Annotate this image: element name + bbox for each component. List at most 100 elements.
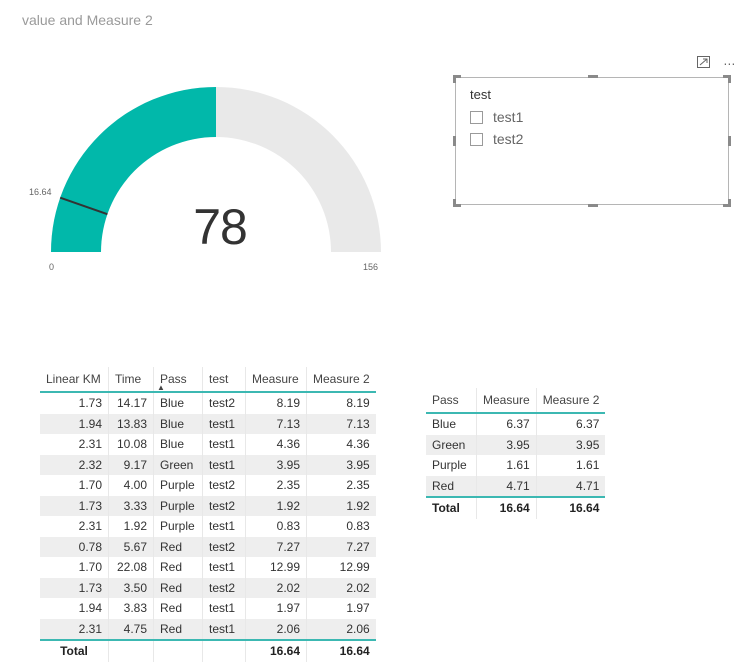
slicer-item-test1[interactable]: test1 bbox=[470, 109, 523, 125]
focus-mode-icon[interactable] bbox=[697, 56, 713, 71]
table-row[interactable]: 2.31 1.92 Purple test1 0.83 0.83 bbox=[40, 516, 376, 537]
table-cell: 2.31 bbox=[40, 618, 109, 640]
resize-handle[interactable] bbox=[453, 136, 456, 146]
summary-table: Pass Measure Measure 2 Blue 6.37 6.37 Green… bbox=[426, 388, 606, 519]
table-header-row: Pass Measure Measure 2 bbox=[426, 388, 606, 414]
column-header-pass[interactable]: Pass ▲ bbox=[153, 367, 203, 393]
table-row[interactable]: Red 4.71 4.71 bbox=[426, 475, 606, 497]
sort-ascending-icon[interactable]: ▲ bbox=[157, 383, 165, 392]
table-cell: Blue bbox=[153, 434, 203, 455]
table-cell: test2 bbox=[202, 495, 246, 516]
resize-handle[interactable] bbox=[588, 204, 598, 207]
total-cell: 16.64 bbox=[476, 496, 537, 519]
resize-handle[interactable] bbox=[728, 136, 731, 146]
table-cell: Red bbox=[153, 577, 203, 598]
resize-handle[interactable] bbox=[453, 75, 461, 78]
table-cell: Green bbox=[153, 454, 203, 475]
table-header-row: Linear KM Time Pass ▲ test Measure Measu… bbox=[40, 367, 376, 393]
table-row[interactable]: 0.78 5.67 Red test2 7.27 7.27 bbox=[40, 536, 376, 557]
table-cell: test1 bbox=[202, 413, 246, 434]
gauge-fill bbox=[51, 87, 216, 252]
table-cell: 1.92 bbox=[108, 516, 154, 537]
table-cell: 2.06 bbox=[306, 618, 376, 640]
total-cell bbox=[108, 639, 154, 662]
checkbox-icon[interactable] bbox=[470, 110, 483, 124]
column-header-measure[interactable]: Measure bbox=[476, 388, 537, 414]
column-header-linear-km[interactable]: Linear KM bbox=[40, 367, 109, 393]
table-row[interactable]: 2.32 9.17 Green test1 3.95 3.95 bbox=[40, 454, 376, 475]
table-cell: 1.97 bbox=[346, 601, 370, 616]
table-cell: 0.83 bbox=[245, 516, 307, 537]
column-header-test[interactable]: test bbox=[202, 367, 246, 393]
total-row: Total 16.64 16.64 bbox=[40, 639, 376, 662]
table-cell: 1.73 bbox=[40, 495, 109, 516]
table-cell: 14.17 bbox=[108, 392, 154, 414]
table-cell: Blue bbox=[426, 413, 477, 435]
table-cell: 8.19 bbox=[346, 396, 370, 411]
total-label: Total bbox=[40, 639, 109, 662]
column-header-measure-2[interactable]: Measure 2 bbox=[536, 388, 606, 414]
total-cell: 16.64 bbox=[306, 639, 376, 662]
total-row: Total 16.64 16.64 bbox=[426, 496, 606, 519]
table-row[interactable]: 1.94 13.83 Blue test1 7.13 7.13 bbox=[40, 413, 376, 434]
gauge-visual[interactable]: 78 0 156 16.64 bbox=[0, 60, 420, 290]
slicer-item-test2[interactable]: test2 bbox=[470, 131, 523, 147]
resize-handle[interactable] bbox=[588, 75, 598, 78]
column-header-measure-2[interactable]: Measure 2 bbox=[306, 367, 376, 393]
table-row[interactable]: Blue 6.37 6.37 bbox=[426, 413, 605, 435]
resize-handle[interactable] bbox=[723, 75, 731, 78]
gauge-min-label: 0 bbox=[49, 262, 55, 272]
table-cell: 4.36 bbox=[346, 437, 370, 452]
table-cell: test1 bbox=[202, 598, 246, 619]
checkbox-icon[interactable] bbox=[470, 132, 483, 146]
table-cell: Red bbox=[153, 598, 203, 619]
table-cell: 12.99 bbox=[339, 560, 370, 575]
slicer-item-label: test2 bbox=[493, 131, 524, 147]
table-row[interactable]: 1.70 22.08 Red test1 12.99 12.99 bbox=[40, 557, 376, 578]
table-cell: Red bbox=[153, 618, 203, 640]
gauge-value: 78 bbox=[193, 199, 248, 255]
more-options-icon[interactable]: ⋯ bbox=[723, 57, 736, 71]
column-header-label: Pass bbox=[160, 372, 187, 386]
table-cell: Purple bbox=[153, 516, 203, 537]
column-header-time[interactable]: Time bbox=[108, 367, 154, 393]
column-header-measure[interactable]: Measure bbox=[245, 367, 307, 393]
resize-handle[interactable] bbox=[453, 199, 456, 207]
table-row[interactable]: 1.73 3.50 Red test2 2.02 2.02 bbox=[40, 577, 376, 598]
table-cell: test1 bbox=[202, 618, 246, 640]
resize-handle[interactable] bbox=[728, 199, 731, 207]
table-cell: 8.19 bbox=[245, 392, 307, 414]
table-cell: 2.35 bbox=[245, 475, 307, 496]
resize-handle[interactable] bbox=[453, 204, 461, 207]
table-cell: 6.37 bbox=[476, 413, 537, 435]
resize-handle[interactable] bbox=[728, 75, 731, 83]
table-row[interactable]: 1.94 3.83 Red test1 1.97 1.97 bbox=[40, 598, 376, 619]
resize-handle[interactable] bbox=[453, 75, 456, 83]
table-cell: 1.94 bbox=[40, 413, 109, 434]
table-cell: 1.73 bbox=[40, 577, 109, 598]
column-header-pass[interactable]: Pass bbox=[426, 388, 477, 414]
slicer-visual[interactable]: test test1 test2 bbox=[453, 75, 731, 207]
gauge-svg bbox=[51, 87, 381, 252]
table-cell: test1 bbox=[202, 516, 246, 537]
table-cell: Red bbox=[153, 557, 203, 578]
resize-handle[interactable] bbox=[723, 204, 731, 207]
table-row[interactable]: 1.73 14.17 Blue test2 8.19 8.19 bbox=[40, 392, 376, 414]
table-cell: 4.75 bbox=[108, 618, 154, 640]
table-cell: Blue bbox=[153, 392, 203, 414]
slicer-title: test bbox=[470, 87, 491, 102]
table-cell: Purple bbox=[153, 495, 203, 516]
table-row[interactable]: Green 3.95 3.95 bbox=[426, 434, 606, 455]
table-cell: 1.61 bbox=[576, 458, 600, 473]
gauge-target-label: 16.64 bbox=[29, 187, 52, 197]
total-cell: 16.64 bbox=[245, 639, 307, 662]
table-row[interactable]: 2.31 10.08 Blue test1 4.36 4.36 bbox=[40, 434, 376, 455]
table-row[interactable]: 2.31 4.75 Red test1 2.06 2.06 bbox=[40, 618, 376, 640]
table-row[interactable]: Purple 1.61 1.61 bbox=[426, 455, 605, 476]
table-row[interactable]: 1.73 3.33 Purple test2 1.92 1.92 bbox=[40, 495, 376, 516]
visual-title: value and Measure 2 bbox=[22, 12, 153, 28]
table-cell: 0.83 bbox=[346, 519, 370, 534]
table-cell: 4.71 bbox=[536, 475, 606, 497]
table-row[interactable]: 1.70 4.00 Purple test2 2.35 2.35 bbox=[40, 475, 376, 496]
table-cell: 1.70 bbox=[40, 475, 109, 496]
